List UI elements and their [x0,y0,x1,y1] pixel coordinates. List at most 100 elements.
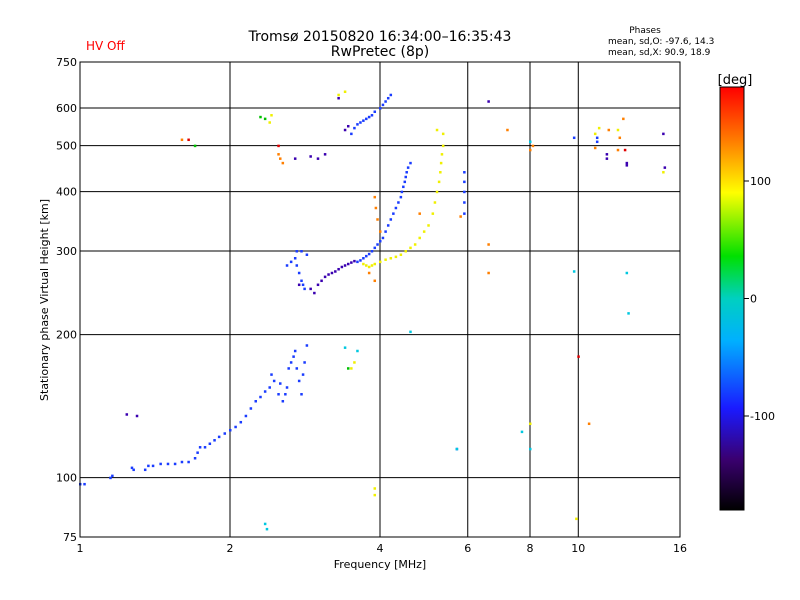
data-point [597,126,601,130]
data-point [213,439,216,442]
x-tick-label: 1 [77,542,84,555]
data-point [292,355,295,358]
data-point [595,140,599,144]
data-point [343,346,347,349]
data-point [259,115,262,119]
data-point [193,456,197,460]
data-point [623,148,627,152]
data-point [239,420,243,424]
data-point [313,291,316,295]
data-point [316,157,320,160]
data-point [217,435,221,439]
data-point [337,93,340,97]
data-point [374,206,378,210]
colorbar-label: [deg] [718,73,753,88]
data-point [373,110,377,113]
y-tick-label: 400 [56,186,77,199]
data-point [229,428,232,432]
data-point [587,422,591,426]
data-point [350,261,353,264]
data-point [572,270,576,273]
data-point [435,128,439,132]
data-point [285,386,289,389]
x-tick-label: 10 [571,542,585,555]
data-point [132,468,135,472]
data-point [359,259,362,262]
data-point [83,482,86,486]
data-point [287,367,290,370]
data-point [196,451,199,454]
data-point [343,128,347,132]
data-point [373,279,377,283]
data-point [575,517,578,521]
data-point [234,425,237,429]
data-point [130,466,134,470]
data-point [409,161,412,165]
data-point [593,132,597,136]
data-point [346,262,350,266]
data-point [187,138,190,142]
data-point [316,283,320,287]
data-point [208,442,212,446]
data-point [370,114,374,117]
data-point [268,386,271,389]
data-point [605,153,609,156]
data-point [435,190,439,194]
data-point [193,144,197,148]
data-point [593,146,597,150]
data-point [463,180,466,184]
x-axis-label: Frequency [MHz] [334,558,426,571]
data-point [529,422,532,426]
data-point [263,390,267,393]
data-point [301,283,305,287]
data-point [616,128,620,132]
data-point [305,344,309,347]
chart-title: Tromsø 20150820 16:34:00–16:35:43 [248,29,512,45]
data-point [365,254,368,258]
data-point [353,361,356,364]
data-point [399,253,403,256]
y-axis-label: Stationary phase Virtual Height [km] [38,199,51,401]
data-point [373,195,377,199]
data-point [303,361,306,364]
data-point [389,218,393,221]
data-point [607,128,611,132]
data-point [440,153,444,156]
data-point [433,201,437,204]
data-point [365,264,368,267]
x-tick-label: 4 [377,542,384,555]
stats-heading: Phases [629,26,661,36]
data-point [400,190,404,194]
data-point [356,349,359,353]
data-point [616,148,620,152]
data-point [297,379,301,383]
data-point [362,262,365,266]
data-point [340,265,344,269]
data-point [455,447,459,451]
data-point [441,144,445,148]
data-point [353,126,356,130]
data-point [279,157,282,160]
data-point [595,136,599,140]
data-point [320,279,323,283]
x-tick-label: 2 [227,542,234,555]
data-point [389,93,393,97]
data-point [384,258,387,261]
data-point [356,260,359,264]
data-point [379,107,382,110]
data-point [143,468,147,472]
data-point [487,271,490,275]
status-label: HV Off [86,39,125,53]
y-tick-label: 500 [56,140,77,153]
data-point [487,243,490,246]
data-point [625,271,629,275]
data-point [487,100,490,103]
data-point [409,330,412,334]
data-point [284,393,287,396]
data-point [301,373,305,376]
data-point [379,260,382,264]
data-point [577,355,580,358]
x-tick-label: 8 [527,542,534,555]
data-point [166,462,170,466]
colorbar [719,86,745,511]
